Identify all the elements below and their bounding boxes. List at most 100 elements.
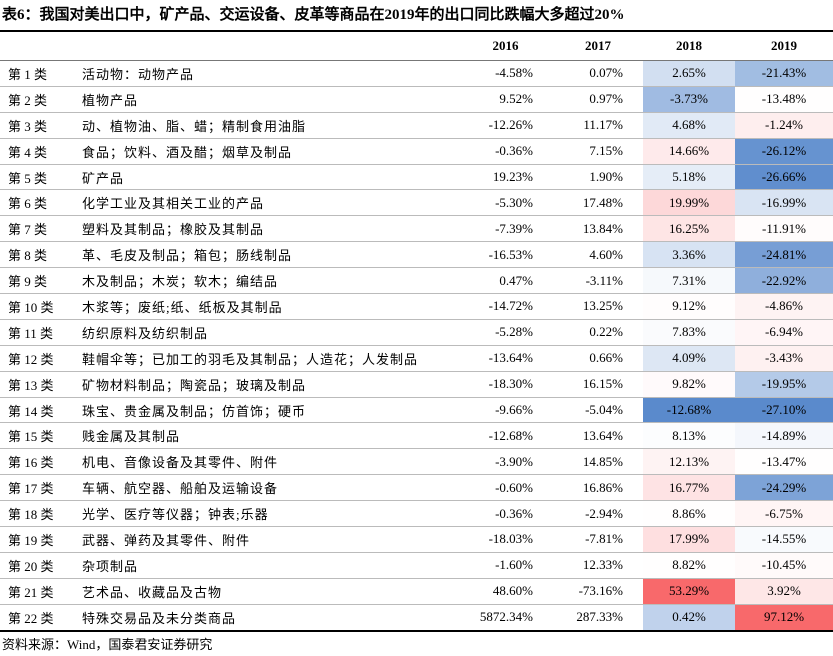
value-cell: -13.48%	[735, 86, 833, 113]
class-cell: 第 6 类	[0, 189, 78, 217]
value-cell: -1.24%	[735, 112, 833, 139]
value-cell: -14.89%	[735, 422, 833, 450]
value-cell: 0.47%	[458, 267, 553, 295]
value-cell: 12.13%	[643, 448, 735, 476]
class-cell: 第 19 类	[0, 526, 78, 553]
value-cell: 12.33%	[553, 552, 643, 579]
value-cell: -16.99%	[735, 189, 833, 217]
value-cell: 16.77%	[643, 474, 735, 502]
value-cell: 1.90%	[553, 164, 643, 191]
value-cell: -3.11%	[553, 267, 643, 295]
value-cell: 8.82%	[643, 552, 735, 579]
table-row: 第 16 类机电、音像设备及其零件、附件 -3.90% 14.85% 12.13% -1…	[0, 448, 833, 476]
table-row: 第 20 类杂项制品 -1.60% 12.33% 8.82% -10.45%	[0, 552, 833, 579]
name-cell: 食品；饮料、酒及醋；烟草及制品	[78, 138, 458, 165]
value-cell: 2.65%	[643, 60, 735, 87]
table-row: 第 14 类珠宝、贵金属及制品；仿首饰；硬币 -9.66% -5.04% -12.68…	[0, 397, 833, 424]
value-cell: 17.48%	[553, 189, 643, 217]
value-cell: -0.60%	[458, 474, 553, 502]
class-cell: 第 5 类	[0, 164, 78, 191]
value-cell: -13.64%	[458, 345, 553, 372]
value-cell: 0.97%	[553, 86, 643, 113]
class-cell: 第 4 类	[0, 138, 78, 165]
value-cell: -26.66%	[735, 164, 833, 191]
value-cell: -6.75%	[735, 500, 833, 528]
value-cell: 17.99%	[643, 526, 735, 553]
table-row: 第 22 类特殊交易品及未分类商品 5872.34% 287.33% 0.42% 97.…	[0, 604, 833, 632]
value-cell: -12.68%	[458, 422, 553, 450]
value-cell: -3.90%	[458, 448, 553, 476]
value-cell: -7.39%	[458, 215, 553, 243]
class-cell: 第 13 类	[0, 371, 78, 398]
value-cell: -19.95%	[735, 371, 833, 398]
table-row: 第 13 类矿物材料制品；陶瓷品；玻璃及制品 -18.30% 16.15% 9.82%…	[0, 371, 833, 398]
class-cell: 第 10 类	[0, 293, 78, 320]
value-cell: 19.99%	[643, 189, 735, 217]
value-cell: 8.13%	[643, 422, 735, 450]
value-cell: -22.92%	[735, 267, 833, 295]
value-cell: 13.64%	[553, 422, 643, 450]
value-cell: -4.86%	[735, 293, 833, 320]
value-cell: -13.47%	[735, 448, 833, 476]
value-cell: 4.68%	[643, 112, 735, 139]
value-cell: -3.43%	[735, 345, 833, 372]
name-cell: 木及制品；木炭；软木；编结品	[78, 267, 458, 295]
value-cell: 4.09%	[643, 345, 735, 372]
value-cell: -0.36%	[458, 138, 553, 165]
value-cell: 9.12%	[643, 293, 735, 320]
value-cell: -24.81%	[735, 241, 833, 269]
class-cell: 第 20 类	[0, 552, 78, 579]
value-cell: 5872.34%	[458, 604, 553, 632]
table-row: 第 18 类光学、医疗等仪器；钟表;乐器 -0.36% -2.94% 8.86% -6.…	[0, 500, 833, 528]
value-cell: -5.30%	[458, 189, 553, 217]
table-row: 第 5 类矿产品 19.23% 1.90% 5.18% -26.66%	[0, 164, 833, 191]
value-cell: 0.66%	[553, 345, 643, 372]
table-row: 第 12 类鞋帽伞等；已加工的羽毛及其制品；人造花；人发制品 -13.64% 0.6…	[0, 345, 833, 372]
value-cell: -14.72%	[458, 293, 553, 320]
class-cell: 第 3 类	[0, 112, 78, 139]
value-cell: 7.31%	[643, 267, 735, 295]
value-cell: 13.84%	[553, 215, 643, 243]
header-cell	[78, 30, 458, 61]
value-cell: 13.25%	[553, 293, 643, 320]
value-cell: 5.18%	[643, 164, 735, 191]
name-cell: 贱金属及其制品	[78, 422, 458, 450]
class-cell: 第 16 类	[0, 448, 78, 476]
value-cell: 11.17%	[553, 112, 643, 139]
table-row: 第 15 类贱金属及其制品 -12.68% 13.64% 8.13% -14.89%	[0, 422, 833, 450]
value-cell: 16.15%	[553, 371, 643, 398]
header-cell	[0, 30, 78, 61]
value-cell: -12.26%	[458, 112, 553, 139]
table-row: 第 9 类木及制品；木炭；软木；编结品 0.47% -3.11% 7.31% -22.9…	[0, 267, 833, 295]
table-title: 表6：我国对美出口中，矿产品、交运设备、皮革等商品在2019年的出口同比跌幅大多…	[2, 7, 625, 23]
name-cell: 化学工业及其相关工业的产品	[78, 189, 458, 217]
table-row: 第 11 类纺织原料及纺织制品 -5.28% 0.22% 7.83% -6.94%	[0, 319, 833, 346]
value-cell: -26.12%	[735, 138, 833, 165]
value-cell: 0.22%	[553, 319, 643, 346]
name-cell: 珠宝、贵金属及制品；仿首饰；硬币	[78, 397, 458, 424]
value-cell: 7.15%	[553, 138, 643, 165]
value-cell: 0.42%	[643, 604, 735, 632]
table-row: 第 7 类塑料及其制品；橡胶及其制品 -7.39% 13.84% 16.25% -11.…	[0, 215, 833, 243]
value-cell: -18.03%	[458, 526, 553, 553]
name-cell: 车辆、航空器、船舶及运输设备	[78, 474, 458, 502]
value-cell: 53.29%	[643, 578, 735, 605]
value-cell: -11.91%	[735, 215, 833, 243]
name-cell: 木浆等；废纸;纸、纸板及其制品	[78, 293, 458, 320]
name-cell: 杂项制品	[78, 552, 458, 579]
value-cell: -9.66%	[458, 397, 553, 424]
class-cell: 第 18 类	[0, 500, 78, 528]
value-cell: -5.04%	[553, 397, 643, 424]
table-row: 第 3 类动、植物油、脂、蜡；精制食用油脂 -12.26% 11.17% 4.68% -…	[0, 112, 833, 139]
table-row: 第 8 类革、毛皮及制品；箱包；肠线制品 -16.53% 4.60% 3.36% -24…	[0, 241, 833, 269]
header-cell: 2018	[643, 30, 735, 61]
value-cell: -10.45%	[735, 552, 833, 579]
header-cell: 2016	[458, 30, 553, 61]
name-cell: 活动物：动物产品	[78, 60, 458, 87]
value-cell: 97.12%	[735, 604, 833, 632]
class-cell: 第 2 类	[0, 86, 78, 113]
value-cell: -14.55%	[735, 526, 833, 553]
value-cell: -7.81%	[553, 526, 643, 553]
name-cell: 武器、弹药及其零件、附件	[78, 526, 458, 553]
table: 2016 2017 2018 2019 第 1 类活动物：动物产品 -4.58% 0.07…	[0, 30, 833, 632]
